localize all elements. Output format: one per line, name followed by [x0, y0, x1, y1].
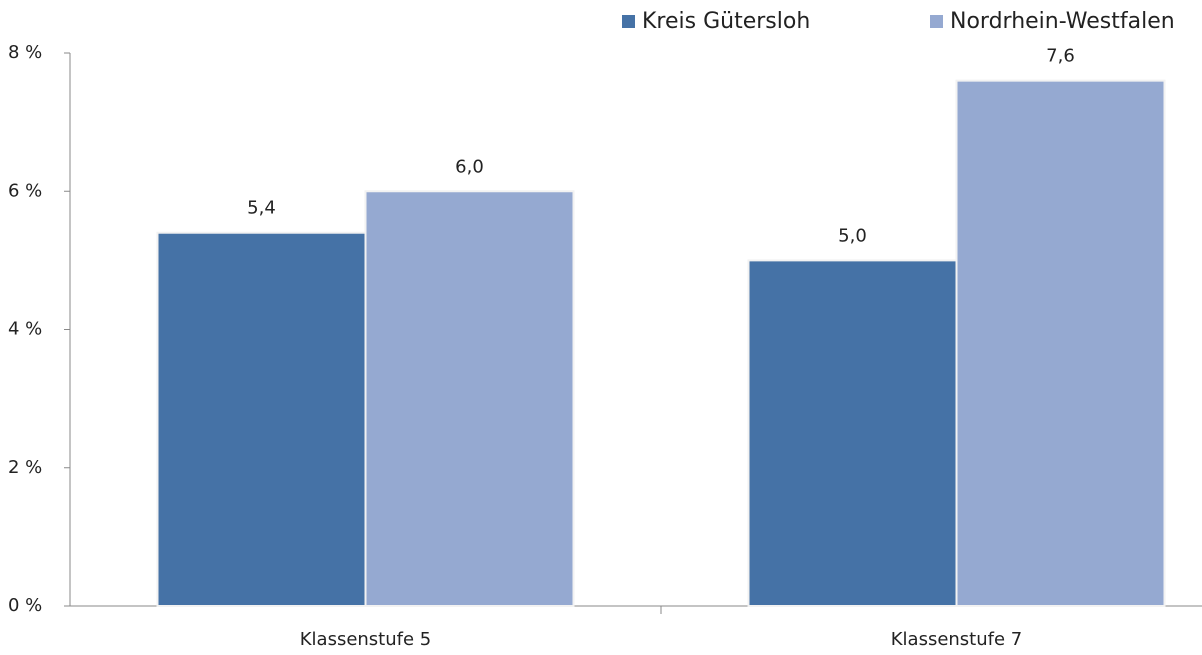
bar [955, 79, 1166, 607]
bar [156, 231, 367, 607]
value-label: 5,0 [838, 225, 867, 246]
x-tick-label: Klassenstufe 7 [891, 629, 1023, 650]
legend-swatch [622, 15, 635, 28]
y-tick-label: 8 % [8, 42, 42, 63]
y-tick-label: 0 % [8, 595, 42, 616]
legend-label: Nordrhein-Westfalen [950, 9, 1175, 34]
value-label: 7,6 [1046, 46, 1075, 67]
bar [747, 259, 958, 607]
legend-swatch [930, 15, 943, 28]
y-tick-label: 4 % [8, 319, 42, 340]
y-tick-label: 6 % [8, 180, 42, 201]
bar [364, 190, 575, 607]
value-label: 6,0 [455, 156, 484, 177]
y-tick-label: 2 % [8, 457, 42, 478]
x-tick-label: Klassenstufe 5 [300, 629, 432, 650]
legend-label: Kreis Gütersloh [642, 9, 810, 34]
value-label: 5,4 [247, 198, 276, 219]
